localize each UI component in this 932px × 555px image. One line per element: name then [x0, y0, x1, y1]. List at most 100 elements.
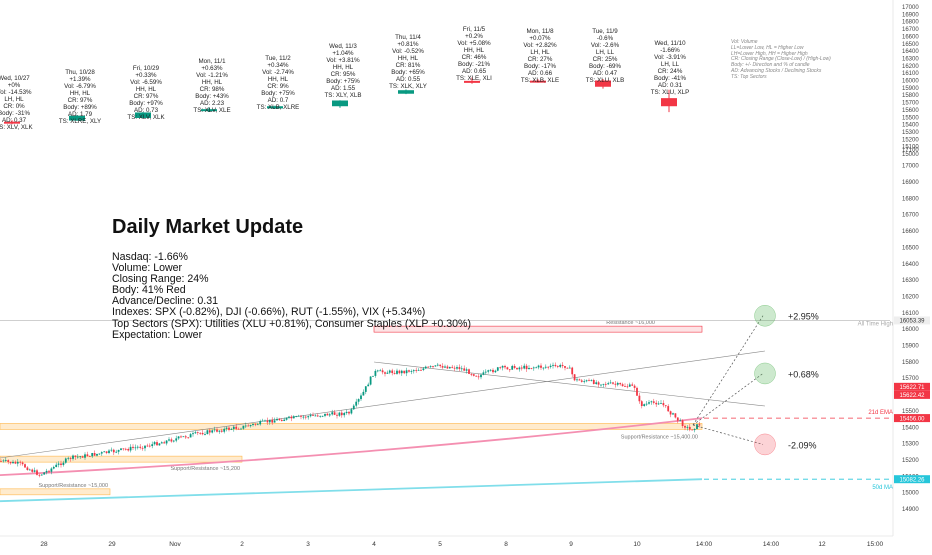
intraday-candle	[163, 442, 166, 444]
intraday-candle	[547, 366, 550, 368]
annotation-line: LH, LL	[595, 49, 615, 56]
annotation-line: TS: XLV, XLE	[193, 107, 231, 114]
intraday-candle	[230, 428, 233, 430]
intraday-candle	[201, 432, 204, 435]
summary-price-tick-label: 16300	[902, 56, 919, 62]
annotation-line: Body: +65%	[391, 69, 425, 76]
intraday-candle	[67, 457, 70, 459]
legend-line: LH=Lower High, HH = Higher High	[731, 50, 808, 57]
daily-annotation: Mon, 11/8 +0.07% Vol: +2.82% LH, HL CR: 27% B…	[510, 28, 570, 84]
intraday-candle	[139, 446, 142, 448]
annotation-line: CR: 97%	[133, 93, 159, 100]
intraday-candle	[264, 420, 266, 422]
intraday-candle	[542, 367, 545, 369]
annotation-line: CR: 46%	[461, 54, 487, 61]
intraday-candle	[319, 415, 322, 417]
intraday-candle	[448, 366, 451, 369]
intraday-candle	[585, 380, 588, 382]
level-band	[0, 423, 703, 430]
intraday-candle	[302, 416, 305, 418]
intraday-candle	[40, 474, 43, 476]
intraday-candle	[535, 367, 538, 369]
annotation-line: HH, HL	[135, 86, 157, 93]
annotation-line: Thu, 10/28	[65, 69, 95, 76]
intraday-candle	[156, 442, 158, 446]
summary-price-tick-label: 15700	[902, 101, 919, 107]
summary-price-tick-label: 16100	[902, 71, 919, 77]
intraday-candle	[660, 403, 662, 404]
annotation-line: AD: 0.37	[1, 117, 27, 124]
annotation-line: HH, HL	[201, 79, 223, 86]
annotation-line: +0.07%	[529, 35, 551, 42]
annotation-line: Body: -17%	[524, 63, 556, 70]
price-label-box	[894, 390, 930, 399]
intraday-candle	[28, 469, 31, 471]
intraday-candle	[129, 446, 132, 451]
intraday-candle	[688, 426, 691, 430]
level-band	[0, 455, 243, 463]
summary-price-tick-label: 16000	[902, 79, 919, 85]
annotation-line: TS: XLY, XLB	[324, 92, 362, 99]
intraday-candle	[345, 411, 348, 414]
legend-line: AD: Advancing Stocks / Declining Stocks	[731, 67, 822, 74]
summary-line: Body: 41% Red	[112, 284, 186, 297]
intraday-candle	[657, 403, 660, 405]
annotation-line: +1.04%	[332, 50, 354, 57]
intraday-candle	[619, 382, 622, 385]
intraday-candle	[393, 373, 396, 374]
price-tick-label: 15000	[902, 491, 919, 497]
summary-price-tick-label: 16400	[902, 49, 919, 55]
price-tick-label: 16600	[902, 229, 919, 235]
summary-price-tick-label: 15300	[902, 130, 919, 136]
annotation-line: Wed, 11/10	[654, 40, 686, 47]
intraday-candle	[408, 370, 410, 372]
intraday-candle	[196, 432, 199, 434]
intraday-candle	[578, 379, 581, 381]
intraday-candle	[62, 462, 65, 465]
time-tick-label: 2	[240, 541, 244, 548]
intraday-candle	[475, 375, 478, 377]
intraday-candle	[436, 364, 439, 366]
ema-21-label: 21d EMA	[868, 410, 893, 416]
intraday-candle	[460, 368, 463, 370]
intraday-candle	[43, 472, 46, 475]
annotation-line: TS: XLB, XLE	[520, 77, 560, 84]
annotation-line: AD: 0.7	[267, 97, 289, 104]
intraday-candle	[525, 365, 528, 370]
annotation-line: TS: XLV, XLK	[127, 114, 165, 121]
intraday-candle	[276, 419, 278, 421]
target-circle	[754, 433, 776, 456]
intraday-candle	[333, 412, 336, 415]
intraday-candle	[686, 426, 689, 428]
annotation-line: +0%	[7, 82, 21, 89]
intraday-candle	[662, 403, 665, 406]
price-label-box	[894, 414, 930, 423]
intraday-candle	[696, 424, 698, 429]
intraday-candle	[691, 429, 694, 431]
annotation-line: +0.63%	[201, 65, 223, 72]
annotation-line: Vol: +3.81%	[326, 57, 360, 64]
intraday-candle	[12, 461, 14, 464]
intraday-candle	[364, 386, 367, 392]
intraday-candle	[280, 420, 283, 422]
intraday-candle	[679, 420, 682, 422]
annotation-line: Vol: -2.74%	[262, 69, 294, 76]
annotation-line: TS: XLU, XLP	[650, 89, 690, 96]
intraday-candle	[328, 414, 331, 416]
daily-annotation: Wed, 11/10 -1.66% Vol: -3.91% LH, LL CR: 24%…	[640, 40, 700, 96]
projection-line	[692, 424, 764, 445]
intraday-candle	[283, 419, 286, 422]
intraday-candle	[204, 434, 206, 435]
annotation-line: TS: XLV, XLK	[0, 124, 33, 131]
intraday-candle	[223, 428, 226, 432]
intraday-candle	[336, 414, 338, 416]
intraday-candle	[297, 415, 300, 417]
intraday-candle	[645, 403, 648, 405]
intraday-candle	[652, 401, 655, 403]
intraday-candle	[182, 436, 185, 438]
intraday-candle	[580, 380, 583, 382]
intraday-candle	[72, 455, 74, 459]
annotation-line: Vol: -1.21%	[196, 72, 228, 79]
